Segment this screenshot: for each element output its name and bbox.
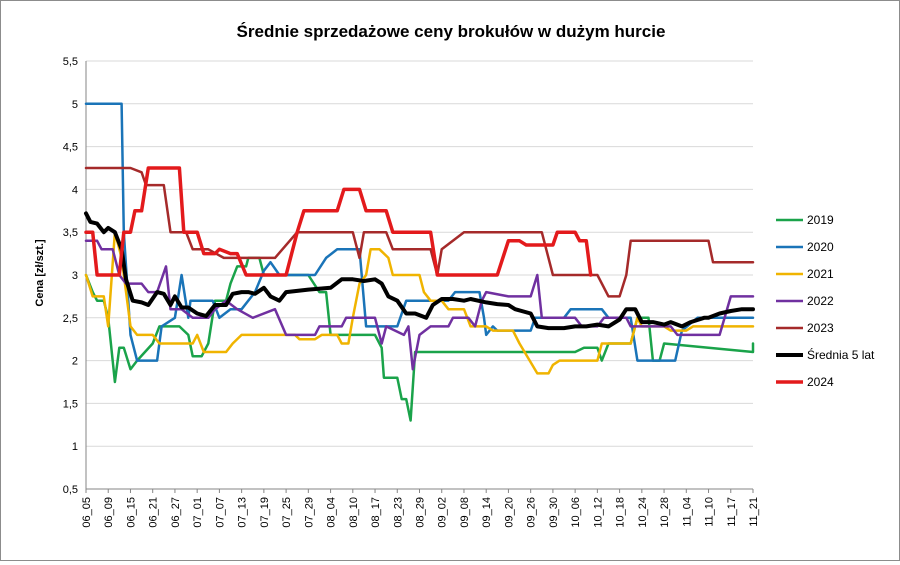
legend-label: Średnia 5 lat (807, 347, 875, 362)
x-tick-label: 07_19 (259, 497, 271, 528)
x-tick-label: 08_04 (326, 497, 338, 528)
x-tick-label: 10_12 (592, 497, 604, 528)
x-tick-label: 09_20 (503, 497, 515, 528)
legend-label: 2021 (807, 267, 834, 281)
x-tick-label: 06_09 (103, 497, 115, 528)
x-tick-label: 10_06 (570, 497, 582, 528)
y-tick-label: 5 (72, 99, 78, 111)
x-tick-label: 09_02 (437, 497, 449, 528)
legend-label: 2022 (807, 294, 834, 308)
x-tick-label: 07_29 (303, 497, 315, 528)
legend: 2019 2020 2021 2022 2023 Średnia 5 lat 2024 (776, 213, 875, 389)
legend-label: 2019 (807, 213, 834, 227)
legend-label: 2024 (807, 375, 834, 389)
chart-title: Średnie sprzedażowe ceny brokułów w duży… (237, 22, 666, 41)
series-line-2021 (84, 230, 755, 375)
series-line-2023 (84, 166, 755, 298)
x-tick-label: 07_25 (281, 497, 293, 528)
x-tick-label: 09_14 (481, 497, 493, 528)
y-axis-title: Cena [zł/szt.] (34, 239, 46, 307)
y-tick-label: 1 (72, 441, 78, 453)
y-tick-label: 4 (72, 184, 78, 196)
x-tick-label: 09_08 (459, 497, 471, 528)
legend-label: 2023 (807, 321, 834, 335)
y-tick-label: 2 (72, 356, 78, 368)
x-tick-label: 11_04 (681, 497, 693, 527)
x-tick-label: 08_29 (415, 497, 427, 528)
x-tick-label: 08_17 (370, 497, 382, 528)
y-tick-label: 3 (72, 270, 78, 282)
legend-label: 2020 (807, 240, 834, 254)
x-tick-label: 11_21 (748, 497, 760, 527)
x-tick-label: 10_28 (659, 497, 671, 528)
x-tick-label: 06_05 (81, 497, 93, 528)
x-tick-label: 11_10 (704, 497, 716, 527)
y-tick-labels: 0,5 1 1,5 2 2,5 3 3,5 4 4,5 5 5,5 (63, 56, 78, 496)
series-line-2020 (84, 102, 755, 362)
y-tick-label: 2,5 (63, 313, 78, 325)
y-tick-label: 4,5 (63, 142, 78, 154)
series-line-2024 (84, 166, 593, 277)
y-tick-label: 5,5 (63, 56, 78, 68)
series-line--rednia-5-lat (84, 211, 755, 331)
x-tick-label: 06_21 (148, 497, 160, 528)
series-lines (84, 102, 755, 422)
x-tick-label: 07_01 (192, 497, 204, 528)
x-tick-label: 08_23 (392, 497, 404, 528)
x-tick-label: 10_24 (637, 497, 649, 528)
x-tick-labels: 06_05 06_09 06_15 06_21 06_27 07_01 07_07 07_13… (81, 489, 760, 528)
x-tick-label: 07_13 (237, 497, 249, 528)
x-tick-label: 10_18 (615, 497, 627, 528)
y-tick-label: 0,5 (63, 484, 78, 496)
x-tick-label: 09_30 (548, 497, 560, 528)
x-tick-label: 09_26 (526, 497, 538, 528)
x-tick-label: 08_10 (348, 497, 360, 528)
x-tick-label: 06_15 (125, 497, 137, 528)
x-tick-label: 06_27 (170, 497, 182, 528)
x-tick-label: 07_07 (214, 497, 226, 528)
x-tick-label: 11_17 (726, 497, 738, 527)
y-tick-label: 1,5 (63, 398, 78, 410)
y-tick-label: 3,5 (63, 227, 78, 239)
